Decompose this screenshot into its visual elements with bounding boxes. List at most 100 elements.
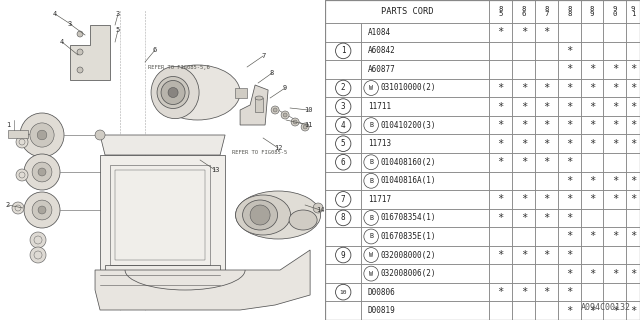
- Text: *: *: [566, 101, 573, 112]
- Bar: [110, 165, 210, 265]
- Circle shape: [30, 123, 54, 147]
- Circle shape: [77, 49, 83, 55]
- Bar: [581, 301, 604, 320]
- Circle shape: [38, 168, 46, 176]
- Circle shape: [16, 136, 28, 148]
- Bar: [325, 134, 362, 153]
- Bar: [362, 227, 489, 246]
- Bar: [489, 301, 513, 320]
- Bar: [535, 227, 558, 246]
- Text: *: *: [521, 120, 527, 130]
- Bar: [604, 23, 626, 42]
- Bar: [325, 246, 362, 264]
- Circle shape: [77, 31, 83, 37]
- Bar: [325, 283, 362, 301]
- Bar: [535, 60, 558, 79]
- Text: 031010000(2): 031010000(2): [380, 84, 436, 92]
- Bar: [626, 23, 640, 42]
- Ellipse shape: [236, 195, 291, 235]
- Bar: [558, 23, 581, 42]
- Bar: [604, 283, 626, 301]
- Bar: [626, 190, 640, 209]
- Bar: [581, 172, 604, 190]
- Text: *: *: [612, 101, 618, 112]
- Bar: [558, 134, 581, 153]
- Bar: [362, 172, 489, 190]
- Text: *: *: [521, 250, 527, 260]
- Text: 13: 13: [211, 167, 220, 173]
- Text: *: *: [612, 120, 618, 130]
- Text: *: *: [566, 231, 573, 242]
- Circle shape: [303, 125, 307, 129]
- Circle shape: [313, 203, 323, 213]
- Polygon shape: [100, 155, 225, 270]
- Text: *: *: [566, 176, 573, 186]
- Bar: [581, 209, 604, 227]
- Bar: [604, 209, 626, 227]
- Circle shape: [273, 108, 277, 112]
- Circle shape: [293, 120, 297, 124]
- Text: *: *: [589, 83, 595, 93]
- Text: 4: 4: [53, 11, 57, 17]
- Text: *: *: [612, 139, 618, 149]
- Text: W: W: [369, 271, 373, 276]
- Bar: [626, 301, 640, 320]
- Bar: [604, 134, 626, 153]
- Bar: [604, 227, 626, 246]
- Text: 10: 10: [304, 107, 312, 113]
- Bar: [115, 170, 205, 260]
- Text: *: *: [521, 139, 527, 149]
- Bar: [604, 264, 626, 283]
- Text: 01670835E(1): 01670835E(1): [380, 232, 436, 241]
- Text: A60877: A60877: [367, 65, 396, 74]
- Bar: [626, 60, 640, 79]
- Text: *: *: [612, 268, 618, 279]
- Text: *: *: [612, 306, 618, 316]
- Text: *: *: [497, 213, 504, 223]
- Text: *: *: [543, 213, 550, 223]
- Ellipse shape: [255, 96, 263, 100]
- Text: 9
1: 9 1: [631, 6, 636, 17]
- Text: *: *: [543, 27, 550, 37]
- Text: 11717: 11717: [367, 195, 391, 204]
- Ellipse shape: [243, 200, 278, 230]
- Bar: [626, 97, 640, 116]
- Bar: [325, 190, 362, 209]
- Text: *: *: [497, 27, 504, 37]
- Bar: [626, 116, 640, 134]
- Circle shape: [271, 106, 279, 114]
- Text: B: B: [369, 234, 373, 239]
- Text: 8: 8: [270, 70, 274, 76]
- Text: 8
8: 8 8: [567, 6, 572, 17]
- Text: *: *: [543, 194, 550, 204]
- Text: REFER TO FIG085-5,6: REFER TO FIG085-5,6: [148, 66, 210, 70]
- Circle shape: [77, 67, 83, 73]
- Text: *: *: [566, 213, 573, 223]
- Text: *: *: [543, 120, 550, 130]
- Text: *: *: [521, 101, 527, 112]
- Bar: [489, 172, 513, 190]
- Text: 2: 2: [6, 202, 10, 208]
- Text: 010408160(2): 010408160(2): [380, 158, 436, 167]
- Bar: [581, 153, 604, 172]
- Text: 5: 5: [116, 27, 120, 33]
- Bar: [489, 60, 513, 79]
- Bar: [489, 246, 513, 264]
- Text: *: *: [630, 176, 636, 186]
- Text: *: *: [566, 250, 573, 260]
- Bar: [558, 264, 581, 283]
- Bar: [489, 134, 513, 153]
- Bar: [362, 134, 489, 153]
- Text: *: *: [521, 194, 527, 204]
- Circle shape: [12, 202, 24, 214]
- Bar: [325, 60, 362, 79]
- Bar: [604, 0, 626, 23]
- Bar: [489, 116, 513, 134]
- Text: *: *: [589, 64, 595, 75]
- Bar: [362, 246, 489, 264]
- Bar: [626, 153, 640, 172]
- Ellipse shape: [155, 65, 240, 120]
- Text: *: *: [630, 64, 636, 75]
- Bar: [604, 97, 626, 116]
- Text: 8
6: 8 6: [522, 6, 526, 17]
